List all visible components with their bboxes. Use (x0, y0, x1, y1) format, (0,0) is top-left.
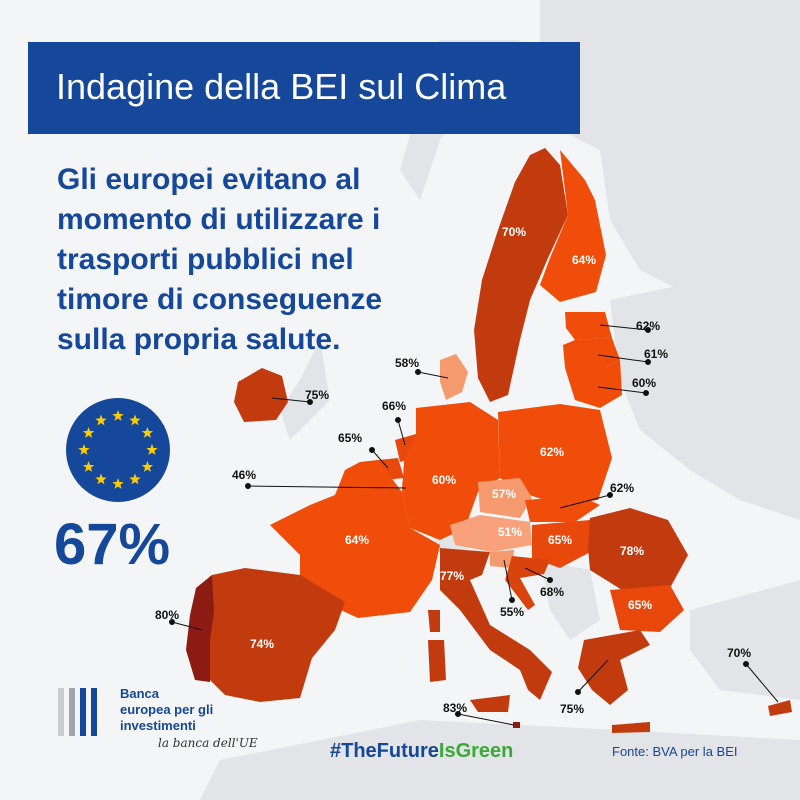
country-crete (612, 722, 650, 733)
country-ireland (234, 368, 288, 422)
country-croatia (505, 556, 550, 610)
eib-logo-mark-icon (58, 688, 97, 736)
logo-line: investimenti (120, 718, 196, 733)
country-bulgaria (610, 585, 684, 632)
country-hungary (532, 520, 598, 568)
leader-lines (169, 324, 779, 726)
hashtag: #TheFutureIsGreen (330, 740, 513, 763)
eu-star-icon (95, 473, 107, 485)
eu-star-icon (129, 414, 141, 426)
hashtag-part2: IsGreen (438, 740, 514, 762)
label-portugal: 80% (155, 608, 179, 622)
country-greece (578, 630, 650, 705)
country-latvia (563, 338, 620, 368)
country-cyprus (768, 700, 792, 716)
label-finland: 64% (572, 253, 596, 267)
headline-line: trasporti pubblici nel (57, 243, 354, 276)
country-sardinia (428, 640, 446, 682)
country-germany (402, 402, 500, 540)
eu-star-icon (146, 444, 158, 455)
country-austria (450, 515, 532, 552)
eu-star-icon (82, 427, 95, 438)
country-lithuania (565, 360, 622, 408)
country-portugal (186, 575, 214, 682)
headline-line: timore di conseguenze (57, 283, 383, 316)
country-romania (588, 508, 688, 595)
eib-tagline: la banca dell'UE (158, 736, 258, 750)
title-bar: Indagine della BEI sul Clima (28, 42, 580, 134)
eu-star-icon (141, 461, 154, 472)
label-czechia: 57% (492, 487, 516, 501)
label-germany: 60% (432, 473, 456, 487)
label-france: 64% (345, 533, 369, 547)
headline-line: sulla propria salute. (57, 323, 341, 356)
country-malta (513, 722, 520, 728)
label-poland: 62% (540, 445, 564, 459)
label-hungary: 65% (548, 533, 572, 547)
source-note: Fonte: BVA per la BEI (612, 744, 738, 759)
eu-star-icon (112, 478, 124, 489)
country-finland (540, 150, 606, 302)
eu-star-icon (141, 427, 154, 438)
country-sicily (470, 695, 510, 712)
logo-line: Banca (120, 686, 160, 701)
country-czechia (478, 478, 532, 518)
country-denmark (440, 354, 468, 400)
eu-average-value: 67% (54, 512, 171, 577)
logo-line: europea per gli (120, 702, 214, 717)
label-cyprus: 70% (727, 646, 751, 660)
label-latvia: 61% (644, 347, 668, 361)
country-estonia (565, 312, 612, 340)
country-corsica (428, 610, 440, 632)
label-spain: 74% (250, 637, 274, 651)
label-denmark: 58% (395, 356, 419, 370)
eu-flag-icon (66, 398, 170, 502)
label-austria: 51% (498, 525, 522, 539)
label-greece: 75% (560, 702, 584, 716)
label-romania: 78% (620, 544, 644, 558)
eu-star-icon (82, 461, 95, 472)
eu-star-icon (129, 473, 141, 485)
page-title: Indagine della BEI sul Clima (56, 66, 507, 107)
hashtag-part1: #TheFuture (330, 740, 439, 762)
label-malta: 83% (443, 701, 467, 715)
country-sweden (474, 148, 568, 402)
eu-star-icon (78, 444, 90, 455)
eu-star-icon (95, 414, 107, 426)
label-ireland: 75% (305, 388, 329, 402)
label-slovenia: 55% (500, 605, 524, 619)
headline: Gli europei evitano al momento di utiliz… (57, 160, 457, 360)
headline-line: Gli europei evitano al (57, 163, 361, 196)
eib-logo-text: Banca europea per gli investimenti (120, 686, 213, 734)
label-lithuania: 60% (632, 376, 656, 390)
label-netherlands: 66% (382, 399, 406, 413)
country-spain (200, 568, 345, 702)
headline-line: momento di utilizzare i (57, 203, 381, 236)
label-bulgaria: 65% (628, 598, 652, 612)
label-sweden: 70% (502, 225, 526, 239)
label-belgium: 65% (338, 431, 362, 445)
label-slovakia: 62% (610, 481, 634, 495)
label-luxembourg: 46% (232, 468, 256, 482)
label-italy: 77% (440, 569, 464, 583)
label-estonia: 62% (636, 319, 660, 333)
label-croatia: 68% (540, 585, 564, 599)
country-labels: 70% 64% 62% 61% 60% 58% 75% 66% 65% 46% … (155, 225, 751, 716)
eu-star-icon (112, 410, 124, 421)
eib-logo: Banca europea per gli investimenti la ba… (58, 686, 258, 776)
country-france (270, 460, 440, 618)
country-italy (440, 548, 552, 700)
country-poland (498, 404, 612, 505)
country-slovenia (490, 550, 514, 568)
